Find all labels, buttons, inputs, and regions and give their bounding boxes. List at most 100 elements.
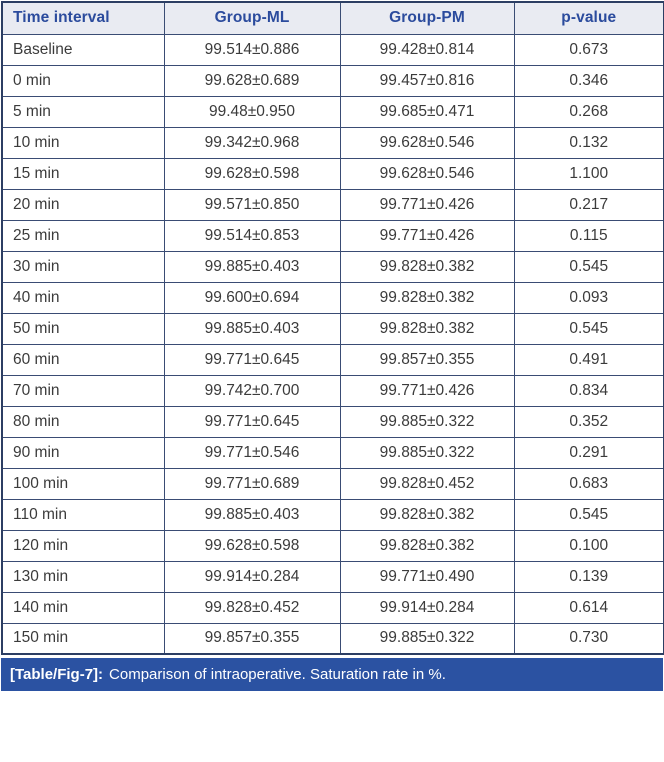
cell-group-ml: 99.771±0.645 — [163, 405, 341, 438]
table-row: 130 min 99.914±0.284 99.771±0.490 0.139 — [1, 560, 664, 593]
cell-time-interval: 150 min — [1, 622, 165, 655]
cell-time-interval: 100 min — [1, 467, 165, 500]
cell-time-interval: 80 min — [1, 405, 165, 438]
cell-group-ml: 99.885±0.403 — [163, 312, 341, 345]
cell-time-interval: 140 min — [1, 591, 165, 624]
cell-group-pm: 99.771±0.426 — [339, 219, 515, 252]
column-header-time-interval: Time interval — [1, 1, 165, 35]
cell-group-ml: 99.571±0.850 — [163, 188, 341, 221]
cell-p-value: 0.545 — [513, 312, 664, 345]
cell-group-pm: 99.771±0.490 — [339, 560, 515, 593]
cell-time-interval: 120 min — [1, 529, 165, 562]
cell-p-value: 0.139 — [513, 560, 664, 593]
cell-group-pm: 99.771±0.426 — [339, 188, 515, 221]
cell-time-interval: 25 min — [1, 219, 165, 252]
cell-group-ml: 99.48±0.950 — [163, 95, 341, 128]
cell-p-value: 0.268 — [513, 95, 664, 128]
table-row: Baseline 99.514±0.886 99.428±0.814 0.673 — [1, 33, 664, 66]
cell-p-value: 0.115 — [513, 219, 664, 252]
table-row: 10 min 99.342±0.968 99.628±0.546 0.132 — [1, 126, 664, 159]
cell-time-interval: 110 min — [1, 498, 165, 531]
cell-p-value: 0.291 — [513, 436, 664, 469]
cell-group-ml: 99.514±0.853 — [163, 219, 341, 252]
cell-group-pm: 99.828±0.382 — [339, 529, 515, 562]
cell-group-ml: 99.600±0.694 — [163, 281, 341, 314]
cell-p-value: 0.834 — [513, 374, 664, 407]
cell-group-ml: 99.857±0.355 — [163, 622, 341, 655]
cell-group-ml: 99.828±0.452 — [163, 591, 341, 624]
cell-p-value: 0.614 — [513, 591, 664, 624]
table-row: 100 min 99.771±0.689 99.828±0.452 0.683 — [1, 467, 664, 500]
cell-time-interval: 50 min — [1, 312, 165, 345]
column-header-group-ml: Group-ML — [163, 1, 341, 35]
cell-group-pm: 99.628±0.546 — [339, 126, 515, 159]
table-caption: [Table/Fig-7]: Comparison of intraoperat… — [1, 658, 663, 691]
column-header-group-pm: Group-PM — [339, 1, 515, 35]
cell-p-value: 1.100 — [513, 157, 664, 190]
table-row: 70 min 99.742±0.700 99.771±0.426 0.834 — [1, 374, 664, 407]
cell-group-ml: 99.914±0.284 — [163, 560, 341, 593]
table-row: 30 min 99.885±0.403 99.828±0.382 0.545 — [1, 250, 664, 283]
cell-time-interval: 60 min — [1, 343, 165, 376]
cell-time-interval: 15 min — [1, 157, 165, 190]
table-row: 50 min 99.885±0.403 99.828±0.382 0.545 — [1, 312, 664, 345]
cell-group-pm: 99.828±0.382 — [339, 312, 515, 345]
cell-group-pm: 99.685±0.471 — [339, 95, 515, 128]
cell-time-interval: 130 min — [1, 560, 165, 593]
cell-time-interval: 20 min — [1, 188, 165, 221]
table-row: 140 min 99.828±0.452 99.914±0.284 0.614 — [1, 591, 664, 624]
cell-group-pm: 99.828±0.382 — [339, 498, 515, 531]
cell-group-pm: 99.457±0.816 — [339, 64, 515, 97]
cell-p-value: 0.683 — [513, 467, 664, 500]
cell-group-ml: 99.514±0.886 — [163, 33, 341, 66]
cell-group-pm: 99.885±0.322 — [339, 405, 515, 438]
cell-p-value: 0.730 — [513, 622, 664, 655]
table-row: 60 min 99.771±0.645 99.857±0.355 0.491 — [1, 343, 664, 376]
table-row: 150 min 99.857±0.355 99.885±0.322 0.730 — [1, 622, 664, 655]
results-table: Time interval Group-ML Group-PM p-value … — [1, 1, 664, 655]
cell-time-interval: Baseline — [1, 33, 165, 66]
cell-group-pm: 99.428±0.814 — [339, 33, 515, 66]
cell-p-value: 0.352 — [513, 405, 664, 438]
cell-group-pm: 99.828±0.382 — [339, 281, 515, 314]
cell-group-pm: 99.857±0.355 — [339, 343, 515, 376]
table-row: 120 min 99.628±0.598 99.828±0.382 0.100 — [1, 529, 664, 562]
caption-text: Comparison of intraoperative. Saturation… — [109, 666, 446, 683]
column-header-p-value: p-value — [513, 1, 664, 35]
cell-p-value: 0.673 — [513, 33, 664, 66]
cell-group-pm: 99.885±0.322 — [339, 436, 515, 469]
cell-p-value: 0.132 — [513, 126, 664, 159]
table-body: Baseline 99.514±0.886 99.428±0.814 0.673… — [1, 33, 664, 655]
cell-time-interval: 90 min — [1, 436, 165, 469]
cell-time-interval: 40 min — [1, 281, 165, 314]
table-row: 25 min 99.514±0.853 99.771±0.426 0.115 — [1, 219, 664, 252]
header-row: Time interval Group-ML Group-PM p-value — [1, 1, 664, 35]
table-row: 90 min 99.771±0.546 99.885±0.322 0.291 — [1, 436, 664, 469]
table-row: 40 min 99.600±0.694 99.828±0.382 0.093 — [1, 281, 664, 314]
cell-group-ml: 99.771±0.546 — [163, 436, 341, 469]
table-row: 15 min 99.628±0.598 99.628±0.546 1.100 — [1, 157, 664, 190]
cell-group-pm: 99.914±0.284 — [339, 591, 515, 624]
cell-group-pm: 99.828±0.452 — [339, 467, 515, 500]
table-header: Time interval Group-ML Group-PM p-value — [1, 1, 664, 35]
cell-p-value: 0.545 — [513, 250, 664, 283]
table-row: 20 min 99.571±0.850 99.771±0.426 0.217 — [1, 188, 664, 221]
cell-time-interval: 10 min — [1, 126, 165, 159]
cell-p-value: 0.100 — [513, 529, 664, 562]
cell-group-pm: 99.771±0.426 — [339, 374, 515, 407]
cell-group-ml: 99.771±0.689 — [163, 467, 341, 500]
cell-time-interval: 5 min — [1, 95, 165, 128]
cell-group-ml: 99.628±0.598 — [163, 529, 341, 562]
cell-group-pm: 99.828±0.382 — [339, 250, 515, 283]
cell-group-ml: 99.885±0.403 — [163, 498, 341, 531]
cell-group-ml: 99.628±0.598 — [163, 157, 341, 190]
cell-p-value: 0.545 — [513, 498, 664, 531]
cell-group-ml: 99.742±0.700 — [163, 374, 341, 407]
table-row: 5 min 99.48±0.950 99.685±0.471 0.268 — [1, 95, 664, 128]
cell-group-ml: 99.342±0.968 — [163, 126, 341, 159]
cell-time-interval: 70 min — [1, 374, 165, 407]
cell-p-value: 0.217 — [513, 188, 664, 221]
cell-group-pm: 99.885±0.322 — [339, 622, 515, 655]
table-row: 80 min 99.771±0.645 99.885±0.322 0.352 — [1, 405, 664, 438]
